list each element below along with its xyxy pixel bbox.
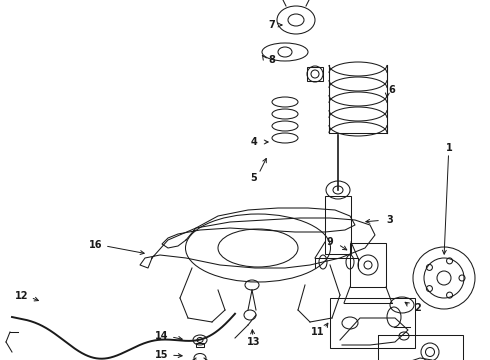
Text: 6: 6 [389, 85, 395, 95]
Text: 1: 1 [445, 143, 452, 153]
Bar [196, 343, 204, 347]
Bar [330, 298, 415, 348]
Text: 15: 15 [155, 350, 169, 360]
Text: 12: 12 [15, 291, 29, 301]
Bar [325, 196, 351, 254]
Text: 5: 5 [250, 173, 257, 183]
Text: 2: 2 [415, 303, 421, 313]
Text: 16: 16 [89, 240, 103, 250]
Bar [307, 67, 323, 81]
Bar [378, 335, 463, 360]
Text: 4: 4 [250, 137, 257, 147]
Text: 7: 7 [269, 20, 275, 30]
Text: 9: 9 [327, 237, 333, 247]
Text: 14: 14 [155, 331, 169, 341]
Text: 8: 8 [269, 55, 275, 65]
Text: 11: 11 [311, 327, 325, 337]
Text: 3: 3 [387, 215, 393, 225]
Text: 13: 13 [247, 337, 261, 347]
Bar [350, 243, 386, 287]
